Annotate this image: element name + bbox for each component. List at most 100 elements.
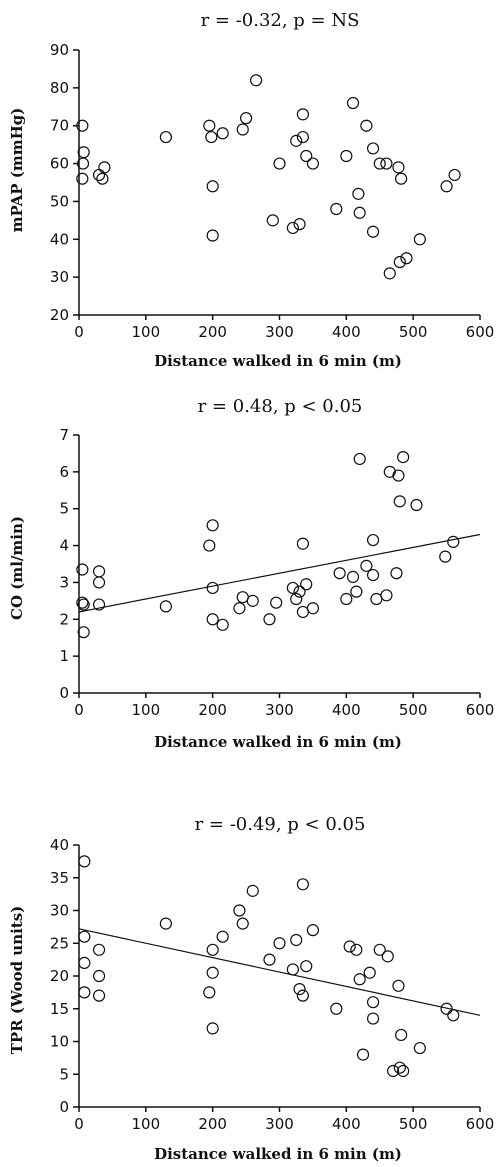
x-tick-label: 300 — [265, 1115, 294, 1133]
data-point — [236, 123, 249, 136]
y-tick-label: 50 — [50, 192, 69, 210]
y-tick-label: 40 — [50, 230, 69, 248]
data-point — [159, 917, 172, 930]
data-point — [293, 218, 306, 231]
y-tick-label: 5 — [59, 1065, 69, 1083]
data-point — [392, 979, 405, 992]
data-point — [373, 943, 386, 956]
y-tick-label: 25 — [50, 934, 69, 952]
data-point — [383, 465, 396, 478]
data-point — [78, 930, 91, 943]
x-tick-label: 200 — [198, 701, 227, 719]
data-point — [76, 172, 89, 185]
y-axis-label-mpap: mPAP (mmHg) — [8, 108, 26, 233]
x-tick-label: 100 — [132, 323, 161, 341]
data-point — [296, 537, 309, 550]
data-point — [395, 172, 408, 185]
data-point — [397, 1064, 410, 1078]
data-point — [98, 161, 111, 174]
x-tick-label: 600 — [466, 323, 495, 341]
data-point — [290, 933, 303, 947]
data-point — [92, 576, 106, 589]
data-point — [366, 142, 380, 155]
data-point — [346, 96, 360, 110]
data-point — [370, 592, 383, 606]
data-point — [300, 960, 313, 973]
x-tick-label: 500 — [399, 701, 428, 719]
data-point — [447, 1009, 460, 1022]
data-point — [397, 451, 410, 464]
x-tick-label: 400 — [332, 1115, 361, 1133]
data-point — [246, 594, 259, 607]
x-tick-label: 100 — [132, 1115, 161, 1133]
x-tick-label: 0 — [74, 323, 84, 341]
data-point — [159, 130, 172, 144]
data-point — [296, 130, 309, 144]
data-point — [346, 570, 360, 584]
data-point — [263, 953, 276, 966]
data-point — [381, 950, 394, 963]
data-point — [343, 940, 356, 953]
data-point — [387, 1064, 400, 1078]
data-point — [392, 161, 405, 174]
data-point — [380, 157, 393, 170]
x-tick-label: 200 — [198, 323, 227, 341]
data-point — [270, 596, 283, 609]
x-tick-label: 400 — [332, 323, 361, 341]
data-point — [206, 180, 219, 193]
data-point — [96, 172, 109, 185]
data-point — [392, 469, 405, 482]
data-point — [78, 986, 91, 999]
data-point — [340, 592, 353, 606]
data-point — [410, 498, 423, 512]
plot-area-co: 0 1 2 3 4 5 6 7 0 100 200 300 400 500 600 — [59, 426, 494, 719]
data-point — [293, 982, 306, 996]
data-point — [290, 134, 303, 147]
y-tick-label: 0 — [59, 684, 69, 702]
data-point — [360, 119, 373, 132]
data-point — [293, 585, 306, 598]
data-point — [76, 596, 89, 609]
data-point — [400, 252, 413, 265]
data-point — [390, 567, 403, 580]
data-point — [383, 267, 396, 280]
data-point — [306, 924, 320, 937]
x-tick-label: 400 — [332, 701, 361, 719]
y-axis-label-tpr: TPR (Wood units) — [8, 906, 26, 1055]
data-point — [159, 600, 172, 613]
y-axis-label-co: CO (ml/min) — [8, 516, 26, 620]
data-point — [300, 149, 313, 163]
data-point — [203, 119, 216, 132]
y-tick-label: 90 — [50, 41, 69, 59]
data-point — [393, 1061, 406, 1074]
data-point — [206, 519, 219, 532]
data-point — [250, 74, 263, 87]
data-point — [360, 559, 373, 572]
y-tick-label: 30 — [50, 268, 69, 286]
data-point — [373, 157, 386, 170]
x-tick-label: 300 — [265, 323, 294, 341]
data-point — [206, 613, 219, 626]
data-point — [290, 592, 303, 606]
y-tick-label: 1 — [59, 647, 69, 665]
y-tick-label: 2 — [59, 610, 69, 628]
data-point — [366, 1012, 380, 1025]
x-tick-label: 0 — [74, 1115, 84, 1133]
chart-title-mpap: r = -0.32, p = NS — [201, 10, 360, 31]
data-point — [413, 1041, 426, 1055]
data-point — [216, 127, 229, 140]
x-tick-label: 300 — [265, 701, 294, 719]
data-point — [296, 878, 309, 891]
data-point — [239, 112, 253, 125]
data-point — [92, 943, 106, 956]
x-tick-label: 600 — [466, 701, 495, 719]
data-point — [353, 206, 366, 219]
data-point — [233, 904, 246, 917]
y-tick-label: 60 — [50, 155, 69, 173]
data-point — [203, 986, 216, 999]
data-point — [448, 168, 461, 182]
data-point — [286, 221, 299, 235]
data-point — [286, 963, 299, 976]
